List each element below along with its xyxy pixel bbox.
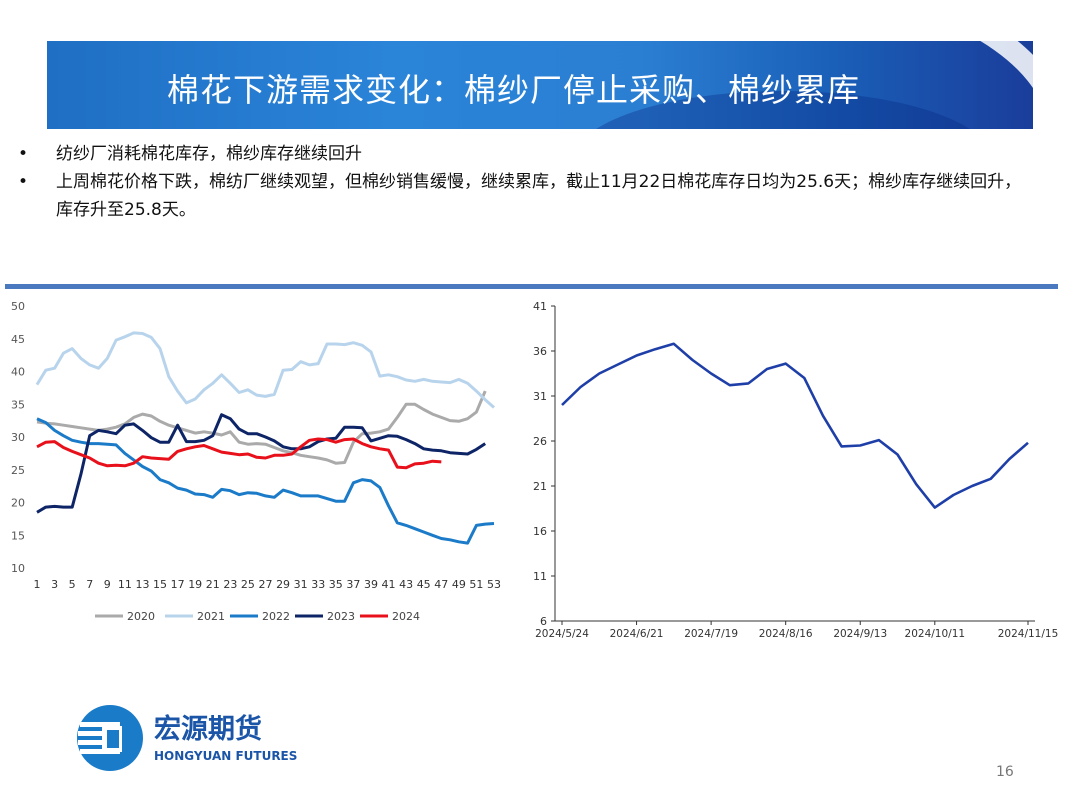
x-tick-label: 5 <box>69 578 76 591</box>
series-line-2022 <box>36 417 495 545</box>
x-tick-label: 35 <box>329 578 343 591</box>
x-tick-label: 51 <box>469 578 483 591</box>
x-tick-label: 15 <box>153 578 167 591</box>
y-tick-label: 15 <box>11 529 25 542</box>
series-line-2020 <box>36 390 487 465</box>
bullet-list: 纺纱厂消耗棉花库存，棉纱库存继续回升 上周棉花价格下跌，棉纺厂继续观望，但棉纱销… <box>18 140 1038 224</box>
bullet-item: 纺纱厂消耗棉花库存，棉纱库存继续回升 <box>18 140 1038 168</box>
x-tick-label: 21 <box>206 578 220 591</box>
slide-title: 棉花下游需求变化：棉纱厂停止采购、棉纱累库 <box>167 71 861 109</box>
x-tick-label: 49 <box>452 578 466 591</box>
x-tick-label: 17 <box>171 578 185 591</box>
x-tick-label: 2024/9/13 <box>833 628 887 640</box>
x-tick-label: 3 <box>51 578 58 591</box>
y-tick-label: 11 <box>533 570 547 583</box>
x-tick-label: 33 <box>311 578 325 591</box>
y-tick-label: 45 <box>11 333 25 346</box>
legend-label-2021: 2021 <box>197 610 225 623</box>
section-divider <box>5 284 1058 289</box>
legend-label-2020: 2020 <box>127 610 155 623</box>
legend-label-2024: 2024 <box>392 610 420 623</box>
series-line-2023 <box>36 413 487 514</box>
x-tick-label: 1 <box>34 578 41 591</box>
series-line-2024 <box>36 437 442 470</box>
x-tick-label: 13 <box>135 578 149 591</box>
x-tick-label: 2024/6/21 <box>610 628 664 640</box>
x-tick-label: 39 <box>364 578 378 591</box>
legend-label-2023: 2023 <box>327 610 355 623</box>
y-tick-label: 35 <box>11 398 25 411</box>
x-tick-label: 19 <box>188 578 202 591</box>
x-tick-label: 2024/11/15 <box>998 628 1059 640</box>
y-tick-label: 25 <box>11 464 25 477</box>
title-bar: 棉花下游需求变化：棉纱厂停止采购、棉纱累库 <box>47 41 1033 129</box>
x-tick-label: 53 <box>487 578 501 591</box>
x-tick-label: 47 <box>434 578 448 591</box>
x-tick-label: 2024/10/11 <box>905 628 966 640</box>
y-tick-label: 36 <box>533 345 547 358</box>
x-tick-label: 43 <box>399 578 413 591</box>
x-tick-label: 27 <box>259 578 273 591</box>
page-number: 16 <box>996 764 1014 780</box>
x-tick-label: 23 <box>223 578 237 591</box>
y-tick-label: 10 <box>11 562 25 575</box>
y-tick-label: 50 <box>11 300 25 313</box>
x-tick-label: 2024/5/24 <box>535 628 589 640</box>
legend-label-2022: 2022 <box>262 610 290 623</box>
x-tick-label: 45 <box>417 578 431 591</box>
series-line-2021 <box>35 331 495 409</box>
x-tick-label: 2024/7/19 <box>684 628 738 640</box>
y-tick-label: 6 <box>540 615 547 628</box>
x-tick-label: 41 <box>382 578 396 591</box>
x-tick-label: 11 <box>118 578 132 591</box>
x-tick-label: 31 <box>294 578 308 591</box>
x-tick-label: 2024/8/16 <box>759 628 813 640</box>
logo-en-name: HONGYUAN FUTURES <box>154 749 297 763</box>
y-tick-label: 30 <box>11 431 25 444</box>
x-tick-label: 9 <box>104 578 111 591</box>
y-tick-label: 16 <box>533 525 547 538</box>
y-tick-label: 40 <box>11 366 25 379</box>
bullet-item: 上周棉花价格下跌，棉纺厂继续观望，但棉纱销售缓慢，继续累库，截止11月22日棉花… <box>18 168 1038 224</box>
y-tick-label: 26 <box>533 435 547 448</box>
y-tick-label: 21 <box>533 480 547 493</box>
logo-emblem-icon <box>77 705 143 771</box>
x-tick-label: 37 <box>346 578 360 591</box>
company-logo: 宏源期货 HONGYUAN FUTURES <box>77 705 297 771</box>
yarn-inventory-chart: 6 11 16 21 26 31 36 41 2024/5/24 2024/6/21 2024/7… <box>533 300 1059 640</box>
y-tick-label: 41 <box>533 300 547 313</box>
series-line-yarn <box>561 342 1029 509</box>
logo-cn-name: 宏源期货 <box>154 713 262 745</box>
y-tick-label: 31 <box>533 390 547 403</box>
x-tick-label: 7 <box>86 578 93 591</box>
x-tick-label: 29 <box>276 578 290 591</box>
x-tick-label: 25 <box>241 578 255 591</box>
y-tick-label: 20 <box>11 497 25 510</box>
